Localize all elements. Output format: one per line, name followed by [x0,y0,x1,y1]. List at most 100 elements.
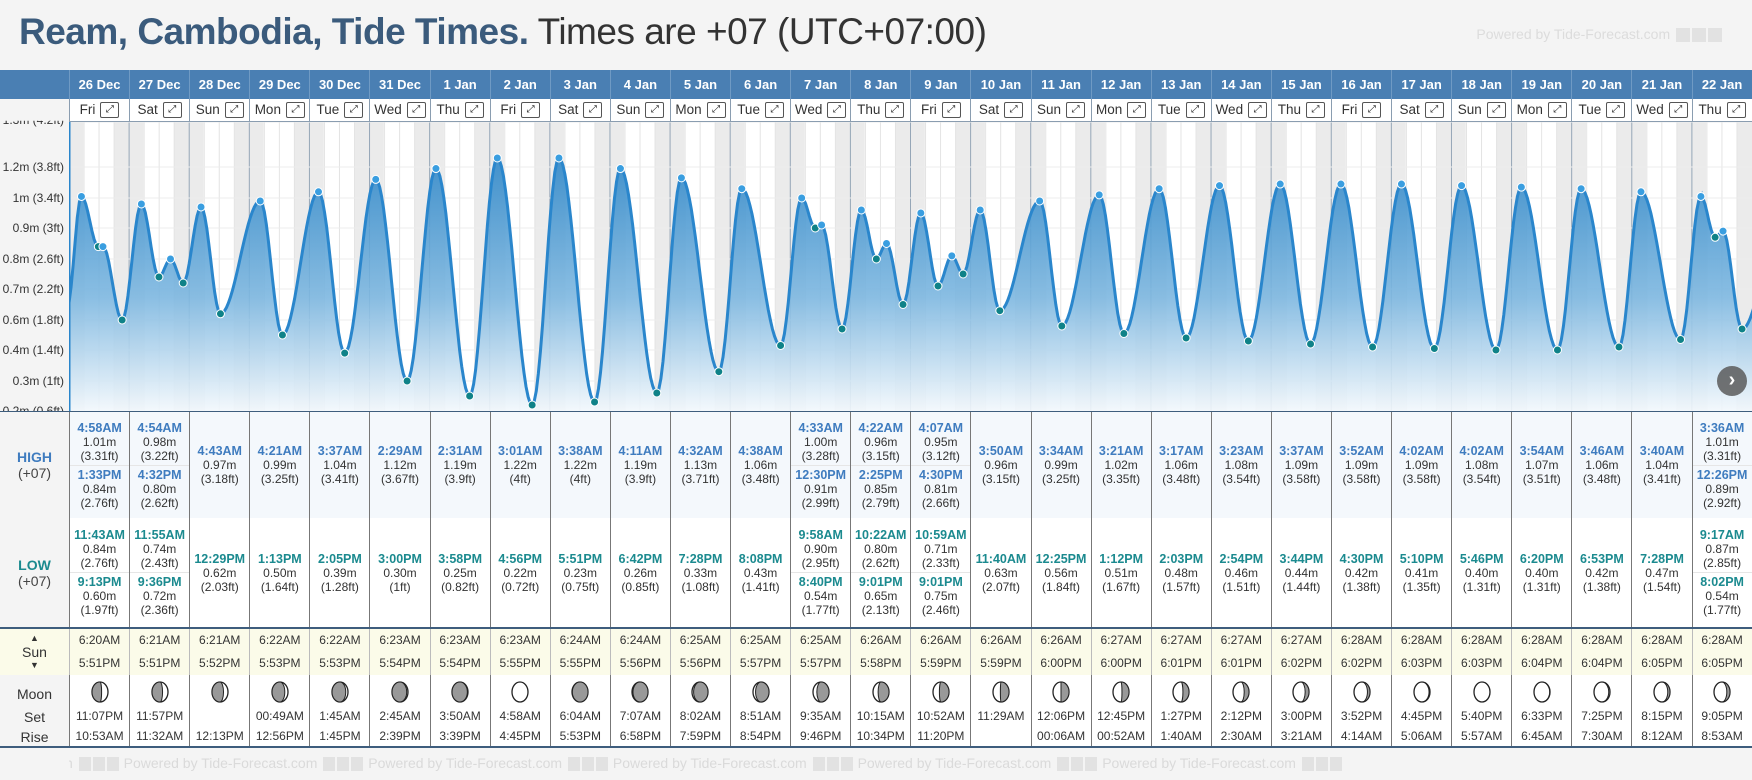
expand-icon[interactable]: ⤢ [827,102,847,118]
sun-cell: 6:26AM 5:59PM [970,629,1030,675]
expand-icon[interactable]: ⤢ [941,102,961,118]
high-tide-meters: 0.91m [803,481,838,496]
low-tide-entry: 9:36PM 0.72m (2.36ft) [130,572,190,619]
sun-cell: 6:21AM 5:51PM [129,629,189,675]
high-tide-point [975,205,985,215]
expand-icon[interactable]: ⤢ [1066,102,1086,118]
expand-icon[interactable]: ⤢ [706,102,726,118]
low-timezone: (+07) [17,572,52,589]
expand-icon[interactable]: ⤢ [224,102,244,118]
expand-icon[interactable]: ⤢ [1127,102,1147,118]
sunset-time: 6:05PM [1641,656,1683,670]
expand-icon[interactable]: ⤢ [344,102,364,118]
high-tide-entry: 3:21AM 1.02m (3.35ft) [1092,442,1151,488]
high-tide-feet: (3.67ft) [381,472,420,486]
sunrise-time: 6:28AM [1641,633,1683,647]
tide-logo-icon [1676,28,1690,43]
low-tide-entry: 9:58AM 0.90m (2.95ft) [791,526,850,572]
moonset-time: 11:07PM [75,709,124,723]
low-tide-feet: (1.84ft) [1042,579,1081,594]
high-tide-meters: 0.89m [1705,481,1739,496]
moonrise-time: 1:45PM [319,729,361,743]
moon-phase-icon [1292,681,1311,703]
expand-icon[interactable]: ⤢ [162,102,182,118]
expand-icon[interactable]: ⤢ [406,102,426,118]
expand-icon[interactable]: ⤢ [464,102,484,118]
arrow-logo-icon [1692,28,1706,43]
expand-icon[interactable]: ⤢ [521,102,541,118]
expand-icon[interactable]: ⤢ [1668,102,1688,118]
low-tide-time: 5:46PM [1459,551,1504,566]
expand-icon[interactable]: ⤢ [764,102,784,118]
expand-icon[interactable]: ⤢ [1248,102,1268,118]
sun-cell: 6:28AM 6:05PM [1691,629,1752,675]
moonset-time: 8:02AM [679,709,722,723]
high-tide-time: 4:32PM [137,467,182,482]
low-tide-cell: 11:40AM 0.63m (2.07ft) [970,518,1030,627]
low-tide-time: 11:40AM [975,551,1027,566]
moonset-time: 3:00PM [1280,709,1323,723]
high-tide-point [255,196,265,206]
expand-icon[interactable]: ⤢ [1306,102,1326,118]
moon-cell: 5:40PM 5:57AM [1451,675,1511,746]
sunrise-time: 6:27AM [1160,633,1202,647]
high-tide-point [1718,226,1728,236]
expand-icon[interactable]: ⤢ [1185,102,1205,118]
high-tide-point [1035,196,1045,206]
low-tide-time: 4:56PM [498,551,543,566]
moon-phase-icon [1232,681,1250,703]
arrow-logo-icon [337,757,350,772]
sun-cell: 6:22AM 5:53PM [249,629,309,675]
expand-icon[interactable]: ⤢ [1547,102,1567,118]
powered-by-top[interactable]: Powered by Tide-Forecast.com [1476,26,1722,43]
expand-icon[interactable]: ⤢ [100,102,120,118]
expand-icon[interactable]: ⤢ [1362,102,1382,118]
low-tide-entry: 10:22AM 0.80m (2.62ft) [851,526,910,572]
date-cell: 1 Jan [429,70,490,99]
low-tide-point [1737,324,1747,334]
moonset-time: 3:52PM [1340,709,1383,723]
moonrise-time: 2:39PM [379,729,421,743]
sunset-time: 5:55PM [559,656,601,670]
expand-icon[interactable]: ⤢ [885,102,905,118]
high-tide-meters: 1.02m [1104,458,1138,472]
powered-by-repeat: Powered by Tide-Forecast.com [858,748,1098,778]
high-tide-point [136,199,146,209]
expand-icon[interactable]: ⤢ [583,102,603,118]
expand-icon[interactable]: ⤢ [1606,102,1626,118]
high-tide-feet: (3.15ft) [981,472,1020,486]
weekday-cell: Sun ⤢ [1030,99,1091,121]
expand-icon[interactable]: ⤢ [285,102,305,118]
weekday-label: Sat [558,102,579,117]
high-tide-entry: 3:23AM 1.08m (3.54ft) [1212,442,1271,488]
high-tide-cell: 4:43AM 0.97m (3.18ft) [189,412,249,518]
sunrise-time: 6:27AM [1280,633,1323,647]
weekday-label: Tue [737,102,760,117]
sunrise-time: 6:28AM [1701,633,1743,647]
low-tide-time: 9:01PM [858,575,903,589]
expand-icon[interactable]: ⤢ [1424,102,1444,118]
high-tide-cell: 3:54AM 1.07m (3.51ft) [1511,412,1571,518]
high-tide-meters: 1.13m [683,458,718,472]
expand-icon[interactable]: ⤢ [645,102,665,118]
moonset-time: 4:58AM [499,709,541,723]
expand-icon[interactable]: ⤢ [1004,102,1024,118]
low-tide-time: 11:43AM [74,528,125,542]
powered-by-footer[interactable]: Powered by Tide-Forecast.com Powered by … [69,748,1752,780]
high-tide-time: 4:33AM [798,420,843,435]
next-arrow-button[interactable]: › [1717,366,1747,396]
weekday-label: Fri [500,102,517,117]
sun-cell: 6:28AM 6:03PM [1451,629,1511,675]
moonrise-time: 10:53AM [75,729,124,743]
sunset-arrow-icon: ▼ [30,660,39,670]
high-tide-time: 3:40AM [1639,444,1685,458]
expand-icon[interactable]: ⤢ [1486,102,1506,118]
low-tide-cell: 6:42PM 0.26m (0.85ft) [609,518,670,627]
high-tide-entry: 2:29AM 1.12m (3.67ft) [370,442,429,488]
low-tide-cell: 5:51PM 0.23m (0.75ft) [549,518,610,627]
weekday-label: Sat [1399,102,1420,117]
high-tide-cell: 4:22AM 0.96m (3.15ft) 2:25PM 0.85m (2.79ft) [850,412,911,518]
high-tide-time: 4:38AM [738,444,783,458]
low-tide-time: 9:17AM [1699,528,1745,542]
expand-icon[interactable]: ⤢ [1726,102,1746,118]
